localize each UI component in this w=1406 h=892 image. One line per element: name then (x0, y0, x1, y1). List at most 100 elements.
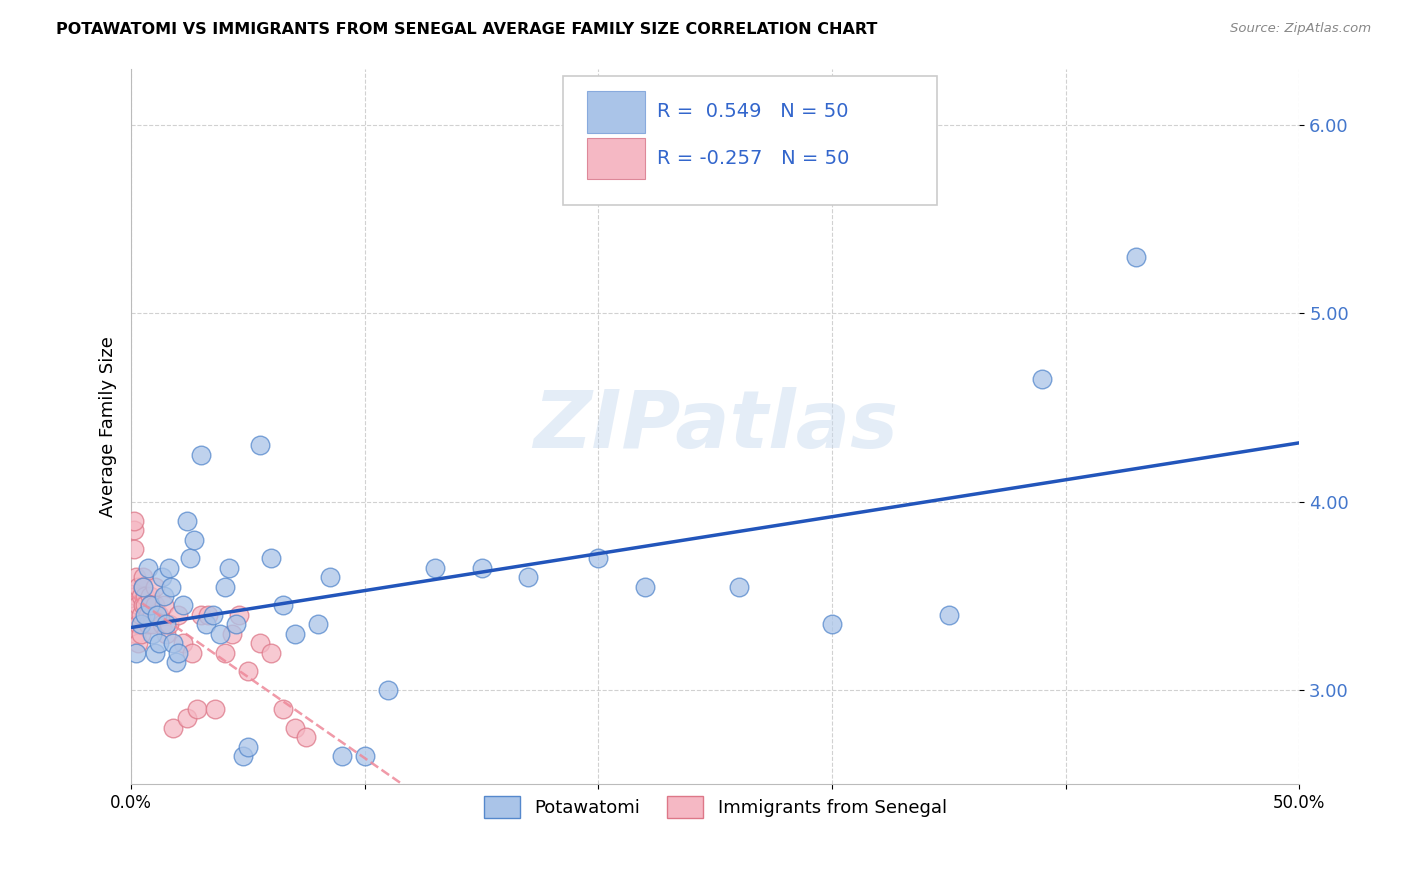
Point (136, 561, 159, 575)
Point (249, 438, 271, 452)
Point (125, 570, 148, 584)
Point (214, 580, 236, 594)
Text: R =  0.549   N = 50: R = 0.549 N = 50 (657, 102, 848, 121)
Point (423, 561, 446, 575)
Text: Source: ZipAtlas.com: Source: ZipAtlas.com (1230, 22, 1371, 36)
Point (153, 589, 176, 603)
Point (134, 607, 156, 622)
Point (588, 551, 610, 566)
Point (127, 580, 149, 594)
Point (236, 739, 259, 754)
FancyBboxPatch shape (586, 91, 645, 133)
Point (228, 607, 250, 622)
Point (214, 646, 236, 660)
FancyBboxPatch shape (586, 138, 645, 179)
Point (162, 721, 184, 735)
Point (132, 599, 155, 613)
Point (221, 626, 243, 640)
Legend: Potawatomi, Immigrants from Senegal: Potawatomi, Immigrants from Senegal (477, 789, 955, 825)
Point (271, 599, 294, 613)
Point (176, 711, 198, 725)
Point (153, 599, 176, 613)
Point (139, 599, 162, 613)
Point (160, 580, 183, 594)
Point (821, 617, 844, 632)
Point (155, 626, 177, 640)
Point (150, 617, 173, 632)
Point (176, 514, 198, 528)
Point (179, 551, 201, 566)
Point (634, 580, 657, 594)
Point (208, 626, 231, 640)
Point (143, 599, 166, 613)
Point (127, 599, 149, 613)
Point (202, 607, 225, 622)
Point (260, 646, 283, 660)
Point (204, 702, 226, 716)
Point (517, 570, 540, 584)
Point (183, 533, 205, 547)
Point (127, 636, 149, 650)
Point (218, 561, 240, 575)
Point (136, 607, 159, 622)
Point (143, 580, 166, 594)
Point (157, 617, 180, 632)
Point (134, 599, 156, 613)
Point (190, 607, 212, 622)
Point (172, 599, 194, 613)
Point (181, 646, 204, 660)
Point (134, 589, 156, 603)
Point (139, 599, 162, 613)
Point (125, 589, 148, 603)
Text: ZIPatlas: ZIPatlas (533, 387, 898, 466)
Point (139, 589, 162, 603)
Point (122, 514, 145, 528)
Point (727, 580, 749, 594)
Point (260, 551, 283, 566)
Point (197, 607, 219, 622)
Point (122, 541, 145, 556)
Point (284, 721, 307, 735)
Point (236, 665, 259, 679)
Point (148, 607, 170, 622)
Point (132, 580, 155, 594)
Point (167, 646, 190, 660)
Point (190, 448, 212, 462)
Point (195, 617, 218, 632)
Point (172, 636, 194, 650)
Point (186, 702, 208, 716)
Point (125, 607, 148, 622)
Point (146, 607, 169, 622)
Point (125, 646, 148, 660)
Point (471, 561, 494, 575)
Point (143, 646, 166, 660)
Point (122, 523, 145, 537)
Point (167, 607, 190, 622)
Point (129, 617, 152, 632)
Point (148, 636, 170, 650)
Point (1125, 250, 1147, 264)
Point (354, 749, 377, 764)
Point (284, 626, 307, 640)
Point (132, 570, 155, 584)
Point (141, 617, 163, 632)
Point (141, 626, 163, 640)
Text: POTAWATOMI VS IMMIGRANTS FROM SENEGAL AVERAGE FAMILY SIZE CORRELATION CHART: POTAWATOMI VS IMMIGRANTS FROM SENEGAL AV… (56, 22, 877, 37)
FancyBboxPatch shape (564, 76, 938, 204)
Point (129, 626, 152, 640)
Point (319, 570, 342, 584)
Point (1031, 372, 1053, 386)
Y-axis label: Average Family Size: Average Family Size (100, 336, 117, 516)
Point (330, 749, 353, 764)
Point (307, 617, 329, 632)
Point (162, 636, 184, 650)
Point (938, 607, 960, 622)
Point (125, 626, 148, 640)
Point (136, 617, 159, 632)
Point (271, 702, 294, 716)
Point (157, 561, 180, 575)
Point (165, 655, 187, 669)
Point (232, 749, 254, 764)
Point (377, 683, 399, 698)
Point (225, 617, 247, 632)
